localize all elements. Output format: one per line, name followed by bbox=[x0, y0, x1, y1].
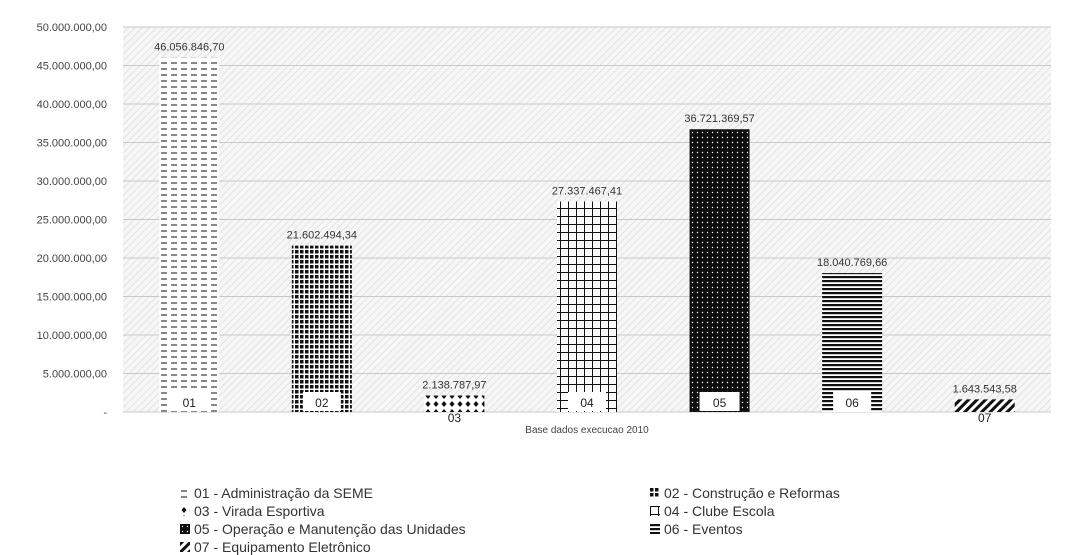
y-tick-label: 35.000.000,00 bbox=[37, 138, 107, 150]
y-tick-label: 40.000.000,00 bbox=[37, 99, 107, 111]
category-label-05: 05 bbox=[713, 396, 727, 410]
bar-06 bbox=[822, 273, 883, 412]
legend-label: 06 - Eventos bbox=[664, 520, 743, 537]
data-labels: 46.056.846,70 01 21.602.494,34 02 2.138.787,… bbox=[154, 41, 1017, 425]
legend-label: 02 - Construção e Reformas bbox=[664, 484, 840, 501]
legend-item-05: 05 - Operação e Manutenção das Unidades bbox=[180, 520, 650, 537]
category-label-07: 07 bbox=[978, 411, 992, 425]
legend-swatch bbox=[180, 505, 190, 516]
legend-swatch bbox=[650, 487, 660, 498]
legend-label: 04 - Clube Escola bbox=[664, 502, 775, 519]
legend-item-02: 02 - Construção e Reformas bbox=[650, 484, 960, 501]
data-label-06: 18.040.769,66 bbox=[817, 257, 887, 269]
x-axis-title: Base dados execucao 2010 bbox=[525, 425, 649, 436]
y-axis-ticks: - 5.000.000,00 10.000.000,00 15.000.000,00 2… bbox=[37, 22, 108, 419]
legend-swatch bbox=[650, 505, 660, 516]
y-tick-label: 15.000.000,00 bbox=[37, 292, 107, 304]
category-label-02: 02 bbox=[315, 396, 329, 410]
y-tick-label: 45.000.000,00 bbox=[37, 61, 107, 73]
bar-04 bbox=[557, 201, 617, 412]
legend-label: 03 - Virada Esportiva bbox=[194, 502, 325, 519]
data-label-05: 36.721.369,57 bbox=[684, 113, 754, 125]
data-label-03: 2.138.787,97 bbox=[422, 380, 486, 392]
y-tick-label: 20.000.000,00 bbox=[37, 253, 107, 265]
category-box-05 bbox=[699, 392, 740, 411]
data-label-01: 46.056.846,70 bbox=[154, 41, 224, 53]
legend-item-06: 06 - Eventos bbox=[650, 520, 960, 537]
legend-swatch bbox=[180, 541, 190, 552]
category-box-02 bbox=[302, 392, 341, 411]
legend-item-01: 01 - Administração da SEME bbox=[180, 484, 650, 501]
category-label-01: 01 bbox=[183, 396, 197, 410]
legend-label: 01 - Administração da SEME bbox=[194, 484, 373, 501]
category-box-06 bbox=[833, 392, 872, 411]
data-label-07: 1.643.543,58 bbox=[953, 383, 1017, 395]
category-label-03: 03 bbox=[448, 411, 462, 425]
data-label-04: 27.337.467,41 bbox=[552, 186, 622, 198]
category-label-06: 06 bbox=[845, 396, 859, 410]
legend-item-04: 04 - Clube Escola bbox=[650, 502, 960, 519]
category-box-01 bbox=[169, 392, 210, 411]
category-box-04 bbox=[568, 392, 606, 411]
bar-07 bbox=[954, 399, 1015, 412]
category-label-04: 04 bbox=[580, 396, 594, 410]
legend: 01 - Administração da SEME 02 - Construçã… bbox=[180, 484, 960, 555]
y-tick-label: 25.000.000,00 bbox=[37, 215, 107, 227]
y-tick-label: 10.000.000,00 bbox=[37, 330, 107, 342]
y-tick-label: 30.000.000,00 bbox=[37, 176, 107, 188]
y-tick-label: - bbox=[103, 407, 107, 419]
legend-label: 05 - Operação e Manutenção das Unidades bbox=[194, 520, 466, 537]
legend-item-07: 07 - Equipamento Eletrônico bbox=[180, 538, 650, 555]
legend-swatch bbox=[180, 487, 190, 498]
y-tick-label: 5.000.000,00 bbox=[43, 369, 107, 381]
bar-03 bbox=[424, 395, 485, 412]
data-label-02: 21.602.494,34 bbox=[287, 230, 357, 242]
bar-chart: - 5.000.000,00 10.000.000,00 15.000.000,00 2… bbox=[37, 22, 1051, 436]
legend-item-03: 03 - Virada Esportiva bbox=[180, 502, 650, 519]
legend-swatch bbox=[180, 523, 190, 534]
legend-swatch bbox=[650, 523, 660, 534]
bar-01 bbox=[159, 57, 220, 413]
bar-05 bbox=[689, 129, 750, 412]
y-tick-label: 50.000.000,00 bbox=[37, 22, 107, 34]
bar-02 bbox=[291, 245, 352, 412]
legend-label: 07 - Equipamento Eletrônico bbox=[194, 538, 371, 555]
bars bbox=[159, 57, 1015, 413]
